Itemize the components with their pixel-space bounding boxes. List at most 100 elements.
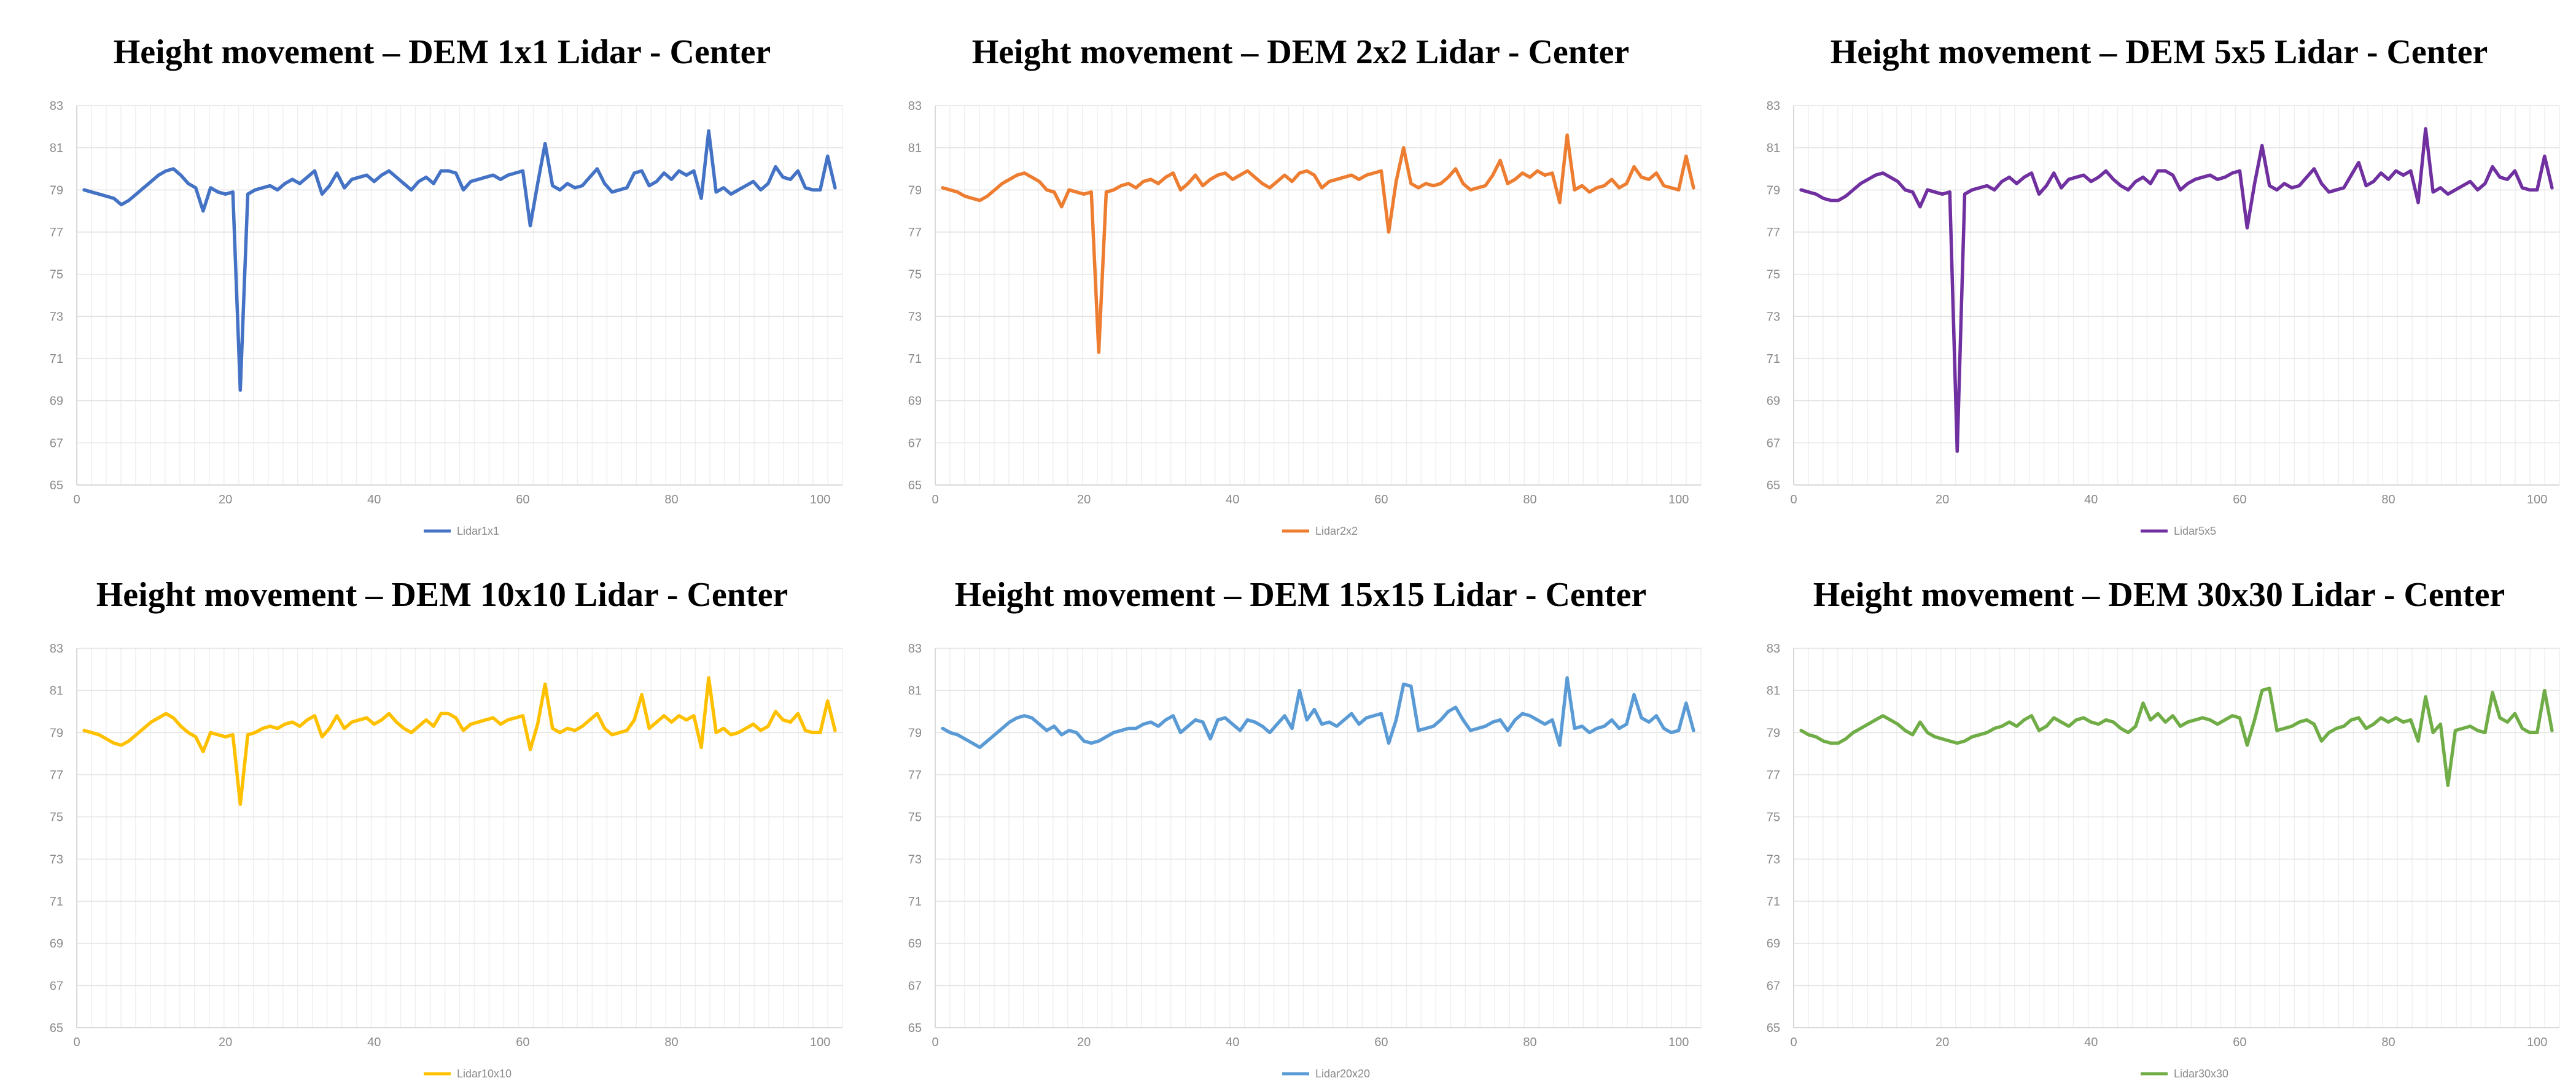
data-point [1926, 731, 1929, 734]
data-point [2231, 715, 2233, 717]
data-point [499, 178, 502, 180]
data-point [986, 740, 989, 742]
data-point [1030, 716, 1033, 719]
data-point [1800, 729, 1802, 732]
data-point [618, 188, 621, 191]
data-point [1224, 716, 1226, 719]
y-tick-label: 65 [50, 1022, 63, 1035]
data-point [812, 731, 814, 734]
data-point [963, 738, 966, 740]
data-point [774, 166, 777, 168]
data-point [343, 727, 346, 729]
x-tick-label: 40 [2084, 1036, 2098, 1049]
data-point [2276, 729, 2278, 732]
data-point [819, 188, 822, 191]
data-points [941, 134, 1695, 354]
data-point [2187, 721, 2189, 723]
data-point [321, 735, 324, 738]
data-point [172, 168, 174, 170]
data-point [1611, 178, 1613, 180]
data-point [2335, 727, 2338, 729]
data-point [1403, 147, 1405, 149]
data-point [722, 187, 725, 189]
data-point [98, 193, 100, 195]
data-point [2424, 696, 2427, 698]
data-point [2298, 721, 2300, 723]
data-point [971, 197, 974, 200]
y-tick-label: 81 [908, 142, 922, 155]
data-point [1001, 182, 1003, 185]
data-point [2001, 725, 2003, 727]
data-point [1343, 176, 1345, 179]
data-point [2209, 719, 2211, 721]
data-point [1425, 182, 1427, 185]
data-point [1336, 725, 1338, 727]
data-point [1919, 206, 1921, 208]
data-point [1979, 187, 1981, 189]
x-tick-label: 40 [1226, 493, 1239, 506]
data-point [2410, 169, 2412, 172]
data-point [730, 734, 732, 736]
data-point [1581, 184, 1583, 187]
data-point [949, 188, 951, 191]
data-point [2484, 731, 2486, 734]
data-point [403, 727, 405, 729]
data-point [365, 716, 368, 719]
data-point [373, 723, 375, 726]
data-point [1625, 182, 1628, 185]
data-point [2246, 227, 2249, 229]
data-point [1283, 715, 1286, 717]
data-point [2439, 723, 2442, 726]
data-point [1655, 715, 1657, 717]
data-point [1269, 187, 1271, 189]
data-point [1269, 731, 1271, 734]
data-point [2543, 155, 2546, 157]
data-point [633, 172, 636, 174]
data-point [1358, 723, 1360, 726]
data-point [2171, 715, 2174, 717]
data-point [1090, 191, 1092, 193]
data-point [1008, 721, 1011, 723]
legend-label: Lidar30x30 [2174, 1068, 2228, 1080]
data-point [462, 729, 465, 732]
data-point [1544, 723, 1546, 726]
data-point [1008, 178, 1011, 180]
data-point [1941, 193, 1944, 195]
data-point [1291, 180, 1293, 183]
data-point [1462, 719, 1465, 721]
data-point [1963, 740, 1966, 742]
data-point [179, 174, 182, 176]
data-points [1800, 128, 2553, 452]
legend-label: Lidar20x20 [1315, 1068, 1370, 1080]
data-point [425, 176, 427, 179]
y-tick-label: 73 [50, 853, 63, 866]
data-point [2224, 719, 2226, 721]
y-tick-label: 69 [908, 937, 922, 951]
data-point [2313, 168, 2315, 170]
data-point [1328, 721, 1331, 723]
data-point [2357, 161, 2360, 164]
data-point [1800, 188, 1802, 191]
legend-label: Lidar10x10 [457, 1068, 512, 1080]
data-point [2015, 725, 2018, 727]
data-point [2276, 188, 2278, 191]
data-point [254, 188, 257, 191]
data-point [693, 715, 695, 717]
data-point [2387, 178, 2390, 180]
y-tick-label: 77 [50, 769, 63, 782]
data-point [521, 715, 524, 717]
data-point [1993, 188, 1996, 191]
data-point [963, 195, 966, 198]
data-point [2201, 716, 2204, 719]
chart-panel-lidar30x30: 65 67 69 71 73 75 77 79 81 83 0 20 40 60 80 100 Lidar30x… [1717, 543, 2575, 1085]
y-tick-label: 69 [908, 395, 922, 408]
data-point [1822, 197, 1824, 200]
data-point [1837, 200, 1840, 201]
data-point [574, 729, 576, 732]
data-point [128, 740, 130, 742]
data-point [604, 182, 606, 185]
data-point [1239, 174, 1241, 176]
data-point [1986, 184, 1988, 187]
data-point [2246, 744, 2249, 747]
series-line-lidar20x20 [941, 676, 1695, 750]
